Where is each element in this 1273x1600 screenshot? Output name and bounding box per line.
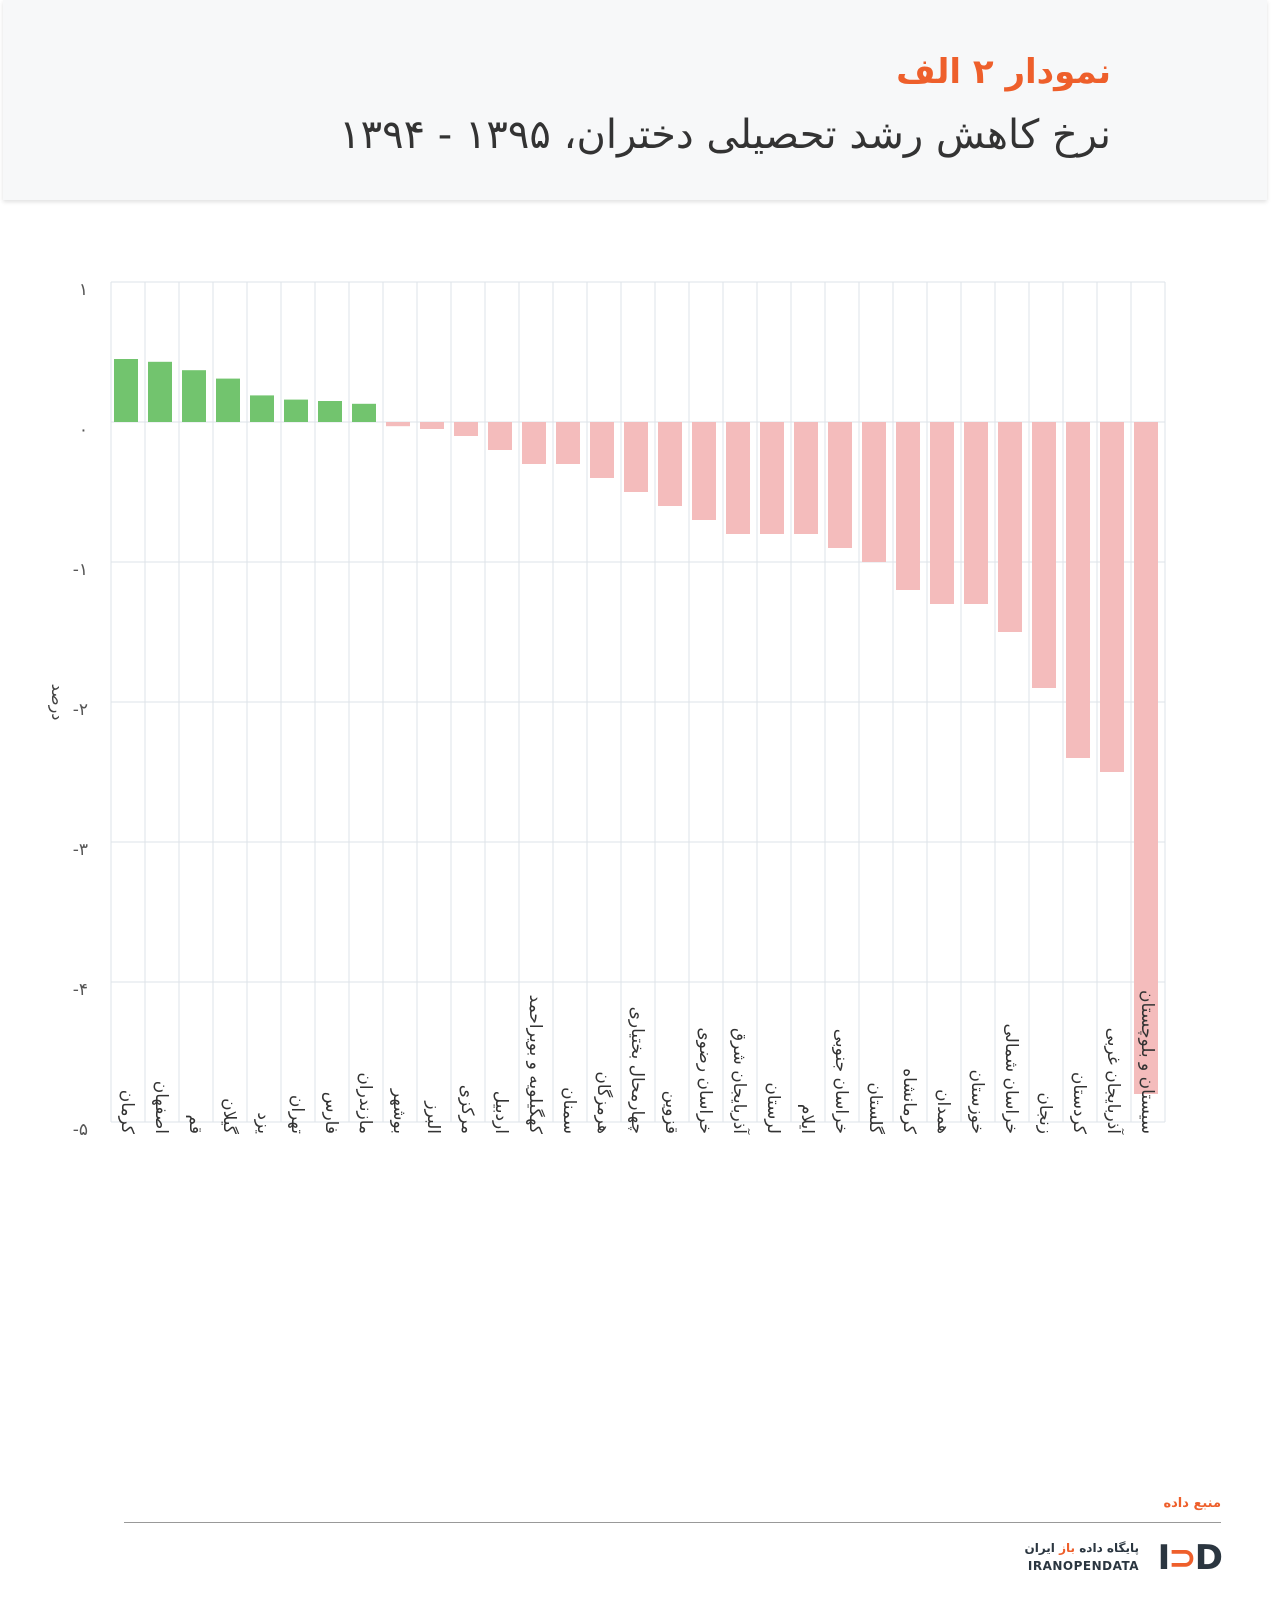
y-axis-label: درصد (47, 684, 67, 721)
bar (386, 422, 410, 427)
bar (318, 401, 342, 422)
chart-number-label: نمودار ۲ الف (896, 52, 1111, 92)
x-tick-label: چهارمحال بختیاری (627, 1007, 647, 1134)
x-tick-label: خوزستان (967, 1069, 987, 1134)
x-tick-label: همدان (933, 1089, 953, 1134)
bar (488, 422, 512, 450)
bar (760, 422, 784, 534)
source-label: منبع داده (1163, 1496, 1221, 1511)
x-tick-label: هرمزگان (593, 1071, 614, 1134)
bar (828, 422, 852, 548)
x-tick-label: گیلان (219, 1098, 240, 1135)
bar (1134, 422, 1158, 1094)
bar (1100, 422, 1124, 772)
bar (794, 422, 818, 534)
bar (964, 422, 988, 604)
y-tick-label: ۱ (79, 280, 88, 300)
x-tick-label: کهگیلویه و بویراحمد (525, 995, 546, 1135)
bar (862, 422, 886, 562)
x-tick-label: یزد (253, 1112, 273, 1134)
bar-chart: ۱ ۰ -۱ -۲ -۳ -۴ -۵ درصد کرمان اصفهان قم گیلان یزد تهر… (47, 280, 1166, 1140)
bar (998, 422, 1022, 632)
bar (1066, 422, 1090, 758)
bar (148, 361, 172, 422)
y-tick-label: -۴ (73, 980, 88, 1000)
logo-persian-text: پایگاه داده باز ایران (1024, 1541, 1139, 1555)
bar (352, 403, 376, 422)
iod-logo-mark-icon: I⊃D (1157, 1538, 1223, 1578)
bar (1032, 422, 1056, 688)
bar (284, 399, 308, 422)
x-tick-label: خراسان جنوبی (831, 1029, 851, 1134)
x-tick-label: فارس (321, 1092, 341, 1134)
bar (556, 422, 580, 464)
x-tick-label: کردستان (1069, 1072, 1089, 1135)
y-tick-label: -۵ (73, 1120, 88, 1140)
bar (420, 422, 444, 429)
logo-english-text: IRANOPENDATA (1027, 1559, 1139, 1573)
x-tick-label: کرمانشاه (899, 1068, 919, 1135)
x-tick-label: خراسان شمالی (1001, 1023, 1021, 1134)
bar (216, 378, 240, 422)
bar (896, 422, 920, 590)
x-tick-label: تهران (287, 1095, 307, 1134)
x-tick-label: قم (185, 1115, 205, 1134)
bar (114, 359, 138, 422)
bar (590, 422, 614, 478)
x-tick-label: مازندران (355, 1072, 375, 1134)
chart-title: نرخ کاهش رشد تحصیلی دختران، ۱۳۹۵ - ۱۳۹۴ (339, 112, 1111, 158)
y-tick-label: ۰ (79, 420, 88, 440)
x-tick-label: سیستان و بلوچستان (1137, 990, 1157, 1134)
x-tick-label: اردبیل (491, 1091, 511, 1134)
bar (726, 422, 750, 534)
x-tick-label: کرمان (117, 1090, 137, 1135)
x-tick-label: آذربایجان شرق (729, 1028, 751, 1135)
x-tick-label: زنجان (1035, 1092, 1055, 1134)
x-tick-label: ایلام (797, 1104, 817, 1134)
y-tick-label: -۲ (73, 700, 88, 720)
x-tick-label: قزوین (661, 1091, 681, 1134)
data-source-link[interactable]: منبع داده (1163, 1496, 1221, 1511)
x-tick-label: لرستان (763, 1082, 783, 1134)
bar (930, 422, 954, 604)
x-tick-label: سمنان (559, 1087, 579, 1134)
x-tick-label: البرز (423, 1100, 443, 1134)
footer-divider (124, 1522, 1221, 1523)
x-tick-label: خراسان رضوی (695, 1027, 715, 1134)
x-tick-label: بوشهر (389, 1088, 409, 1134)
y-tick-label: -۱ (73, 560, 88, 580)
x-tick-label: آذربایجان غربی (1103, 1028, 1125, 1136)
y-tick-label: -۳ (73, 840, 88, 860)
x-tick-label: مرکزی (457, 1085, 477, 1134)
x-tick-label: اصفهان (151, 1081, 171, 1134)
bar (182, 370, 206, 422)
bar (454, 422, 478, 436)
bar (692, 422, 716, 520)
bar (522, 422, 546, 464)
x-tick-label: گلستان (865, 1082, 886, 1135)
bar (624, 422, 648, 492)
bar (658, 422, 682, 506)
bar (250, 395, 274, 422)
iranopendata-logo: I⊃D پایگاه داده باز ایران IRANOPENDATA (1021, 1538, 1223, 1580)
header-panel: نمودار ۲ الف نرخ کاهش رشد تحصیلی دختران،… (3, 0, 1267, 200)
